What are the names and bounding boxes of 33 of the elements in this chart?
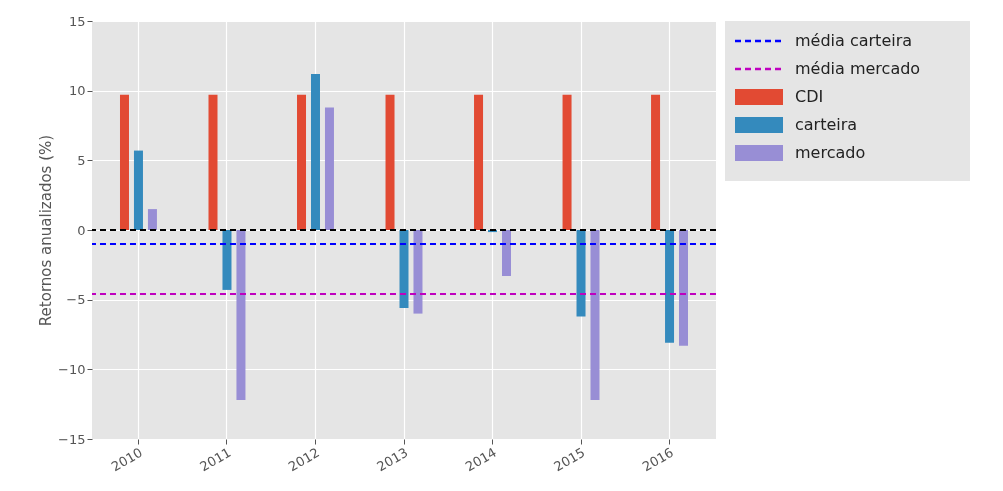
bar [679,230,689,346]
bar [222,230,232,290]
bar [133,150,143,230]
bar [413,230,423,314]
y-axis-title: Retornos anualizados (%) [37,134,56,327]
bar [119,94,129,230]
bar [297,94,307,230]
legend-label: mercado [795,143,866,162]
y-tick-label: −15 [58,431,86,447]
bar [474,94,484,230]
y-tick-label: −5 [66,292,86,308]
legend-label: carteira [795,115,858,134]
bar [399,230,409,309]
y-tick-label: 10 [68,83,86,99]
y-tick-label: 0 [77,222,86,238]
bar [208,94,218,230]
bar [385,94,395,230]
bar [562,94,572,230]
bar [236,230,246,400]
bar [501,230,511,276]
legend-label: média mercado [795,59,921,78]
y-tick-label: 5 [77,152,86,168]
legend-label: CDI [795,87,824,106]
bar [590,230,600,400]
bar [665,230,675,343]
bar [576,230,586,317]
bar [147,209,157,230]
bar [324,107,334,230]
y-tick-label: −10 [58,361,86,377]
bar [651,94,661,230]
bar [310,73,320,230]
y-tick-label: 15 [68,13,86,29]
legend-label: média carteira [795,31,913,50]
